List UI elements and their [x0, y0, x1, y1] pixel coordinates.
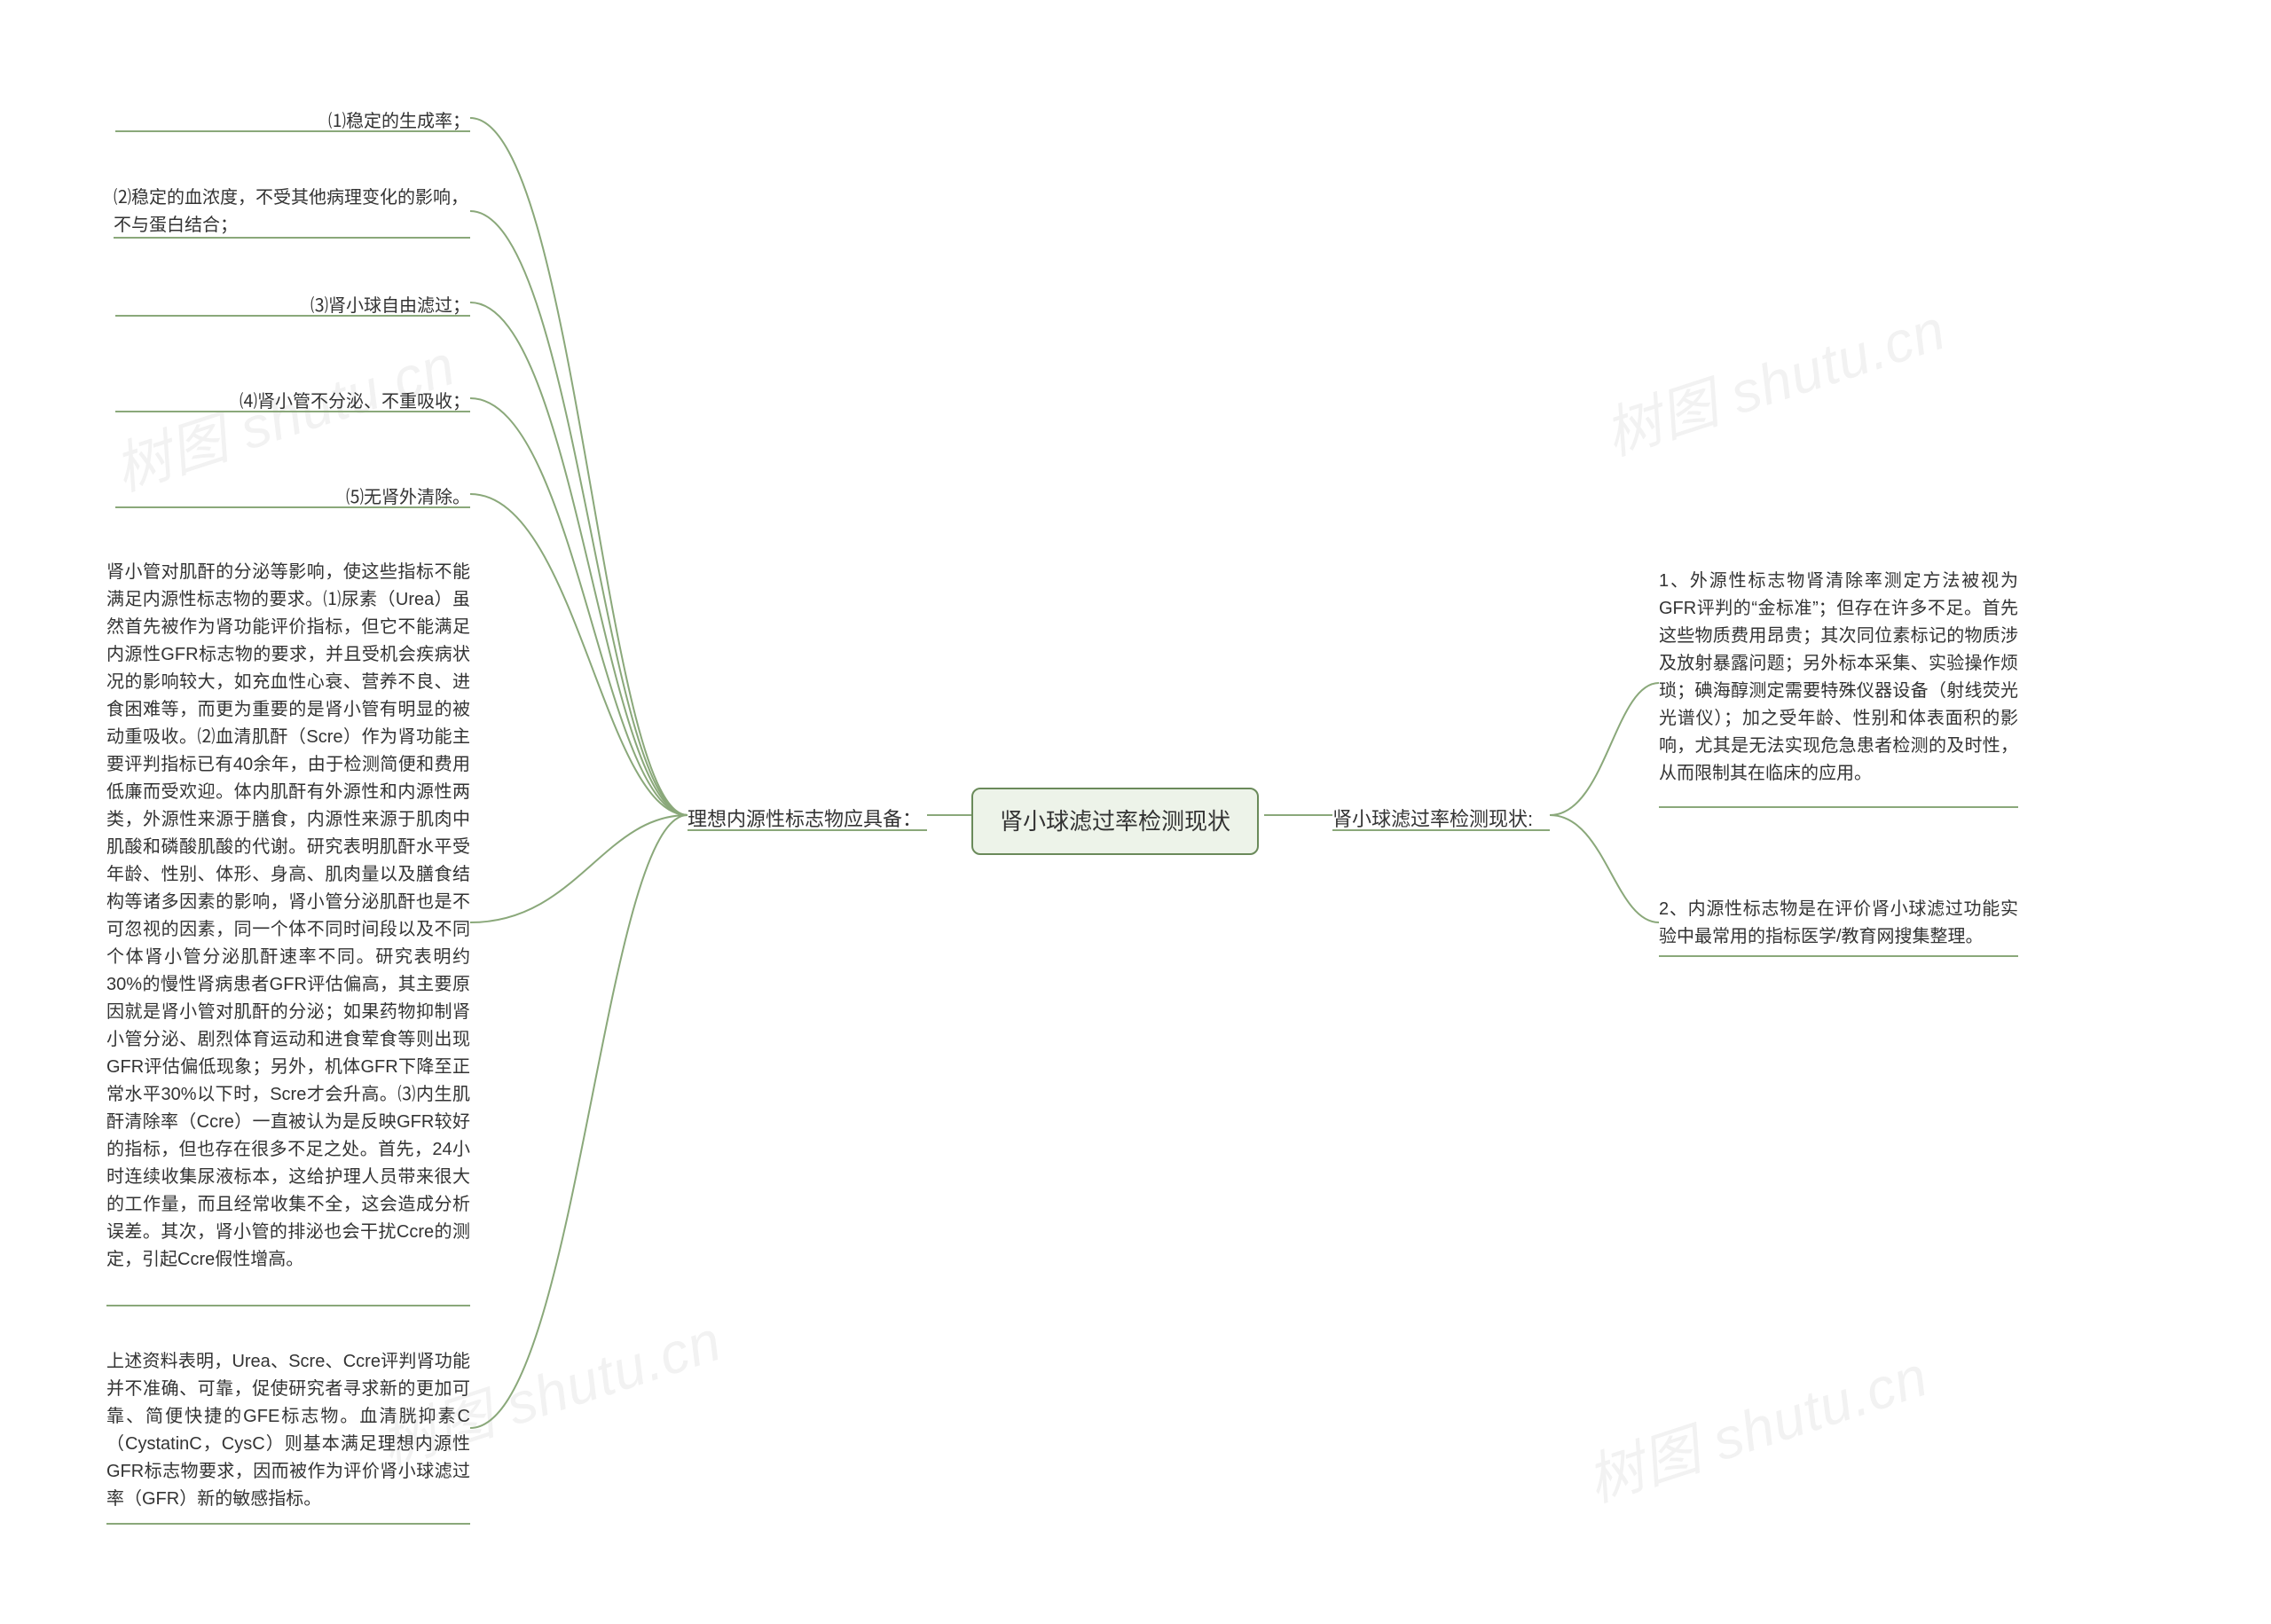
mindmap-left-leaf[interactable]: ⑷肾小管不分泌、不重吸收； [240, 388, 470, 416]
mindmap-root-node[interactable]: 肾小球滤过率检测现状 [971, 788, 1259, 855]
mindmap-right-leaf[interactable]: 2、内源性标志物是在评价肾小球滤过功能实验中最常用的指标医学/教育网搜集整理。 [1659, 896, 2018, 951]
mindmap-left-leaf[interactable]: 上述资料表明，Urea、Scre、Ccre评判肾功能并不准确、可靠，促使研究者寻… [106, 1348, 470, 1513]
watermark: 树图 shutu.cn [1576, 1331, 1937, 1518]
mindmap-left-leaf[interactable]: ⑵稳定的血浓度，不受其他病理变化的影响，不与蛋白结合； [114, 184, 470, 239]
mindmap-left-leaf[interactable]: ⑴稳定的生成率； [328, 108, 470, 136]
mindmap-left-leaf[interactable]: ⑶肾小球自由滤过； [310, 293, 470, 320]
mindmap-left-leaf[interactable]: 肾小管对肌酐的分泌等影响，使这些指标不能满足内源性标志物的要求。⑴尿素（Urea… [106, 559, 470, 1274]
mindmap-right-leaf[interactable]: 1、外源性标志物肾清除率测定方法被视为GFR评判的“金标准”；但存在许多不足。首… [1659, 568, 2018, 788]
mindmap-right-branch[interactable]: 肾小球滤过率检测现状: [1332, 804, 1533, 835]
mindmap-left-leaf[interactable]: ⑸无肾外清除。 [346, 484, 470, 512]
mindmap-left-branch[interactable]: 理想内源性标志物应具备： [688, 804, 922, 835]
watermark: 树图 shutu.cn [1593, 285, 1955, 472]
